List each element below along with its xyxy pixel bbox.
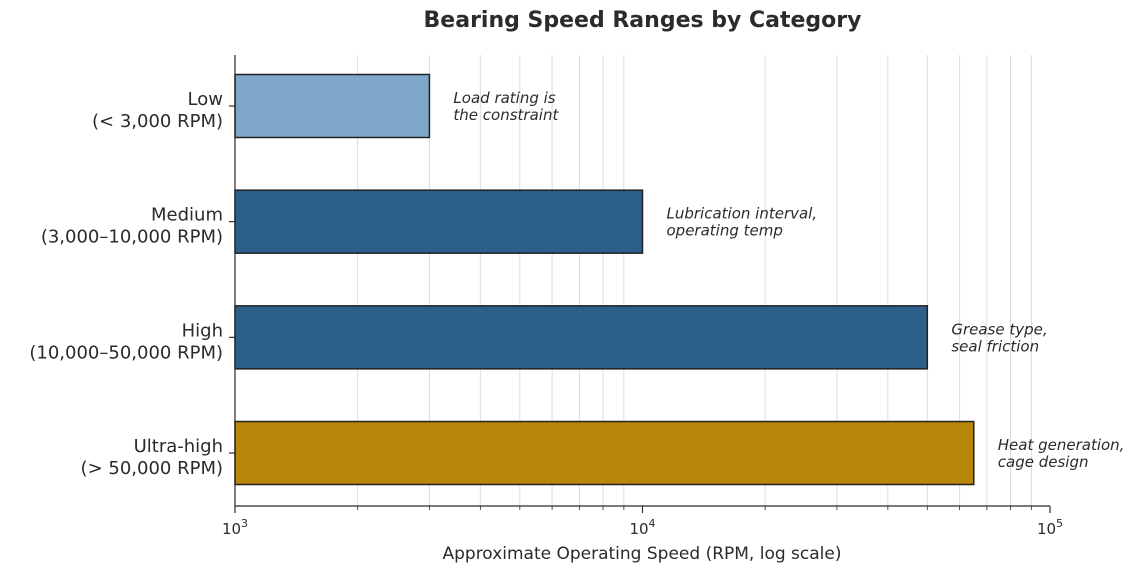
y-category-label-line2: (10,000–50,000 RPM) xyxy=(29,342,223,363)
bar-annotation-line2: operating temp xyxy=(667,222,783,240)
y-category-label-line1: High xyxy=(182,320,223,341)
bar xyxy=(234,305,929,370)
y-category-label-line2: (< 3,000 RPM) xyxy=(92,111,223,132)
x-tick-label: 103 xyxy=(222,517,248,538)
bar-annotation-line2: cage design xyxy=(998,453,1089,471)
y-category-label-line1: Medium xyxy=(151,205,223,226)
y-category-label-line2: (3,000–10,000 RPM) xyxy=(41,227,223,248)
bar-annotation-line2: the constraint xyxy=(453,106,559,124)
bar xyxy=(234,420,975,486)
bar-annotation-line2: seal friction xyxy=(951,337,1039,355)
x-ticks: 103 104 105 xyxy=(222,506,1063,538)
bar xyxy=(234,189,644,254)
chart-title: Bearing Speed Ranges by Category xyxy=(423,8,862,33)
bar-annotation-line1: Lubrication interval, xyxy=(667,205,818,223)
y-category-labels: Low(< 3,000 RPM) Medium(3,000–10,000 RPM)… xyxy=(29,89,235,479)
bars xyxy=(234,73,975,486)
y-category-label-line1: Low xyxy=(188,89,223,110)
y-category-label-line2: (> 50,000 RPM) xyxy=(81,458,223,479)
x-tick-label: 105 xyxy=(1037,517,1063,538)
bar-annotation-line1: Load rating is xyxy=(453,89,555,107)
bar xyxy=(234,73,431,139)
y-category-label-line1: Ultra-high xyxy=(134,436,223,457)
x-tick-label: 104 xyxy=(629,517,655,538)
bar-annotation-line1: Heat generation, xyxy=(998,436,1125,454)
x-axis-title: Approximate Operating Speed (RPM, log sc… xyxy=(442,544,841,564)
bar-annotation-line1: Grease type, xyxy=(951,320,1047,338)
